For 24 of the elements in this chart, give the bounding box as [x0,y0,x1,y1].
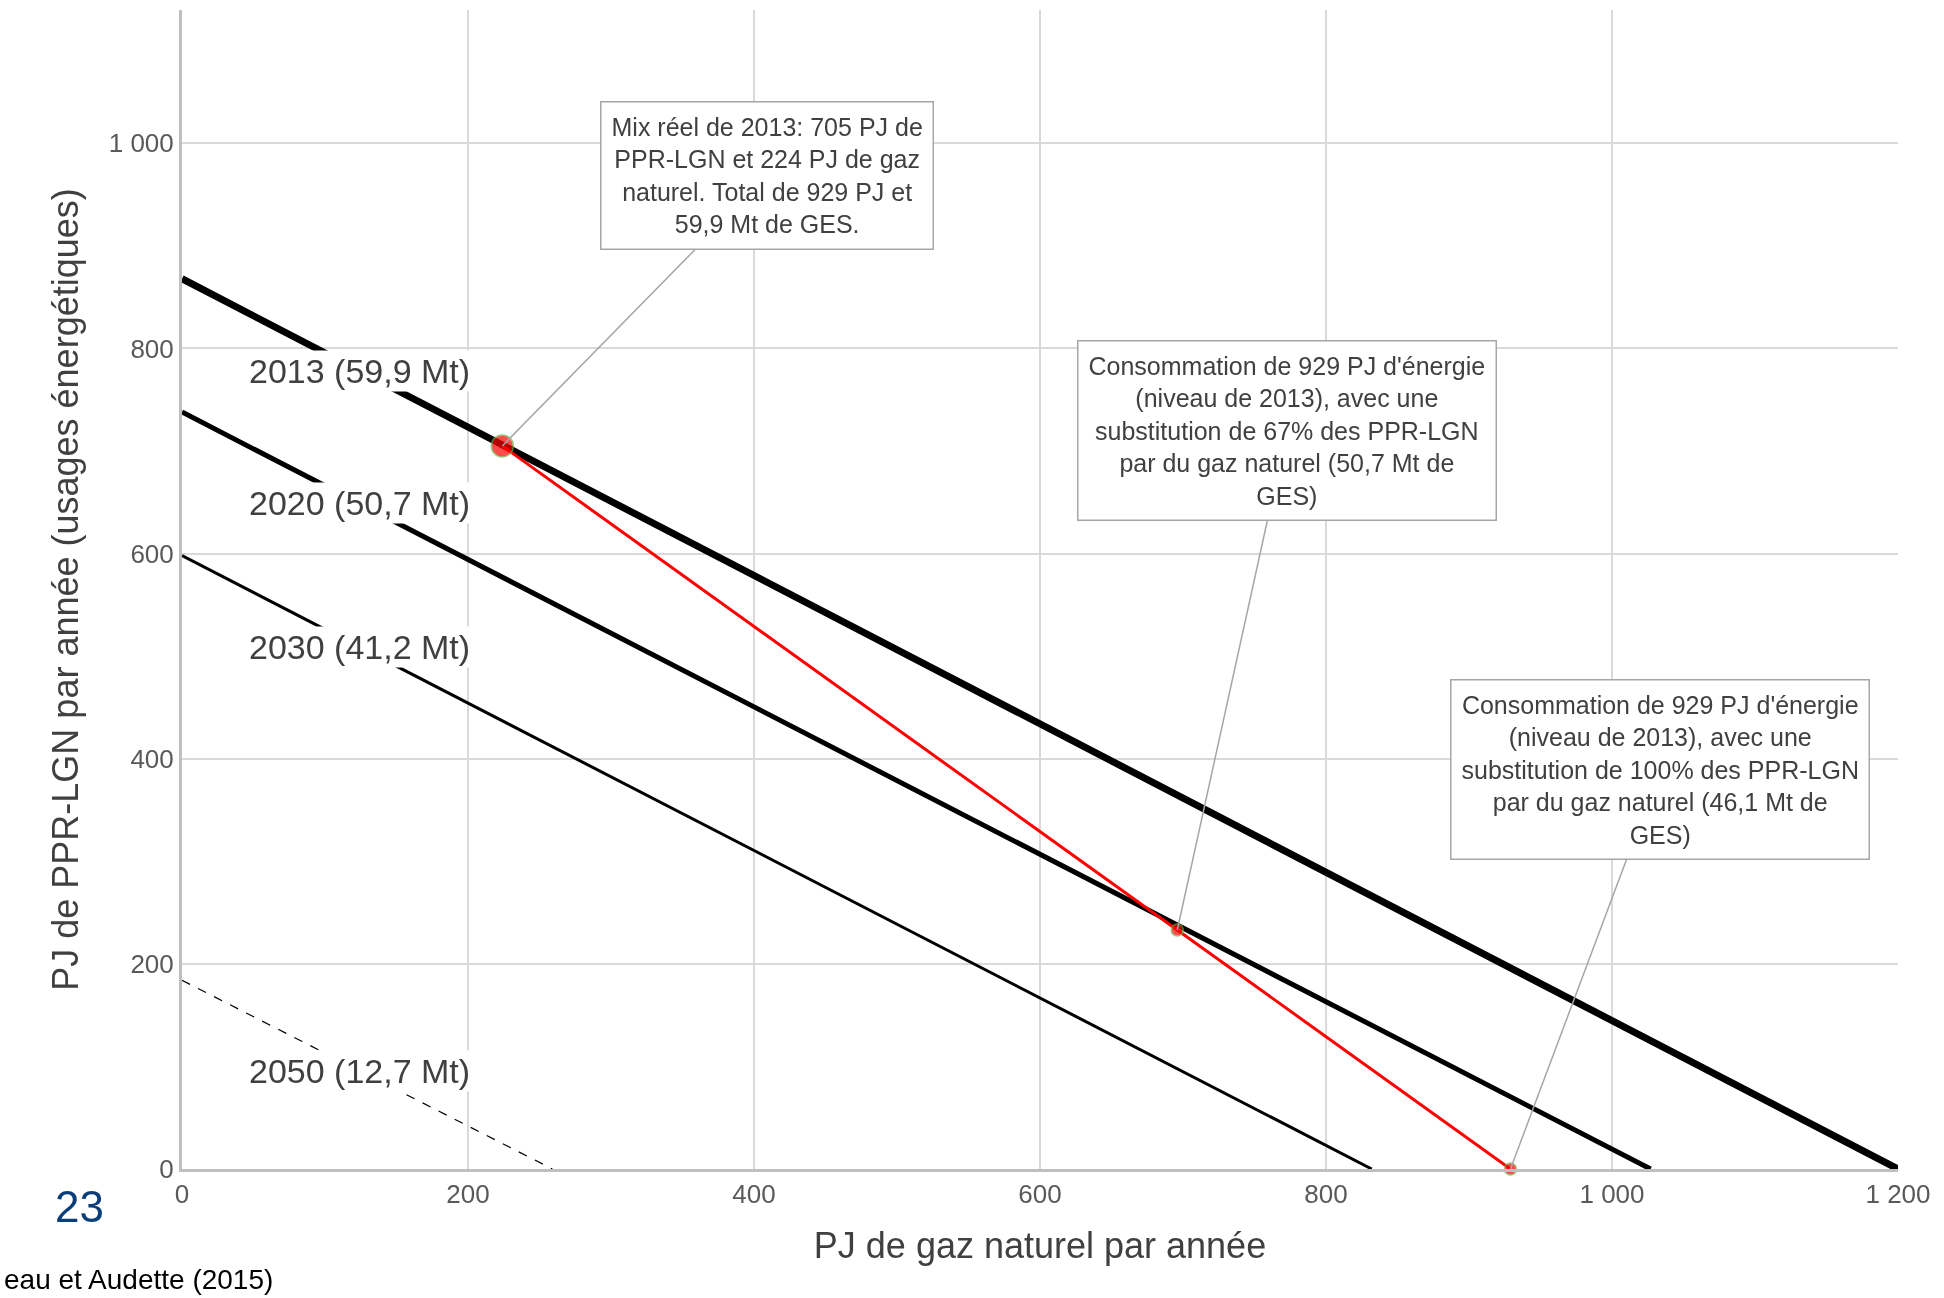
x-tick-label: 1 000 [1579,1179,1645,1210]
x-tick-label: 800 [1304,1179,1348,1210]
y-tick-label: 800 [130,333,174,364]
series-label: 2030 (41,2 Mt) [249,628,471,666]
series-label: 2020 (50,7 Mt) [249,484,471,522]
annotation: Consommation de 929 PJ d'énergie (niveau de 2013), avec une substitution de 100% des PPR-LGN par du gaz naturel (46,1 Mt de GES) [1461,690,1859,849]
annotation: Mix réel de 2013: 705 PJ de PPR-LGN et 224 PJ de gaz naturel. Total de 929 PJ et 59,9 Mt de GES. [611,112,923,238]
y-tick-label: 0 [159,1154,174,1185]
x-tick-label: 200 [446,1179,490,1210]
y-tick-label: 1 000 [108,128,174,159]
point [1170,923,1185,937]
x-tick-label: 400 [732,1179,776,1210]
series-label: 2013 (59,9 Mt) [249,352,471,390]
annotation: Consommation de 929 PJ d'énergie (niveau de 2013), avec une substitution de 67% des PPR-LGN par du gaz naturel (50,7 Mt de GES) [1088,351,1486,510]
x-axis-title: PJ de gaz naturel par année [813,1224,1267,1266]
y-tick-label: 600 [130,538,174,569]
text: 23 [55,1182,104,1231]
x-tick-label: 1 200 [1865,1179,1931,1210]
series-label: 2050 (12,7 Mt) [249,1052,471,1090]
y-tick-label: 200 [130,948,174,979]
y-tick-label: 400 [130,743,174,774]
text: eau et Audette (2015) [4,1264,274,1295]
x-tick-label: 600 [1018,1179,1062,1210]
y-axis-title: PJ de PPR-LGN par année (usages énergétiques) [44,188,86,991]
